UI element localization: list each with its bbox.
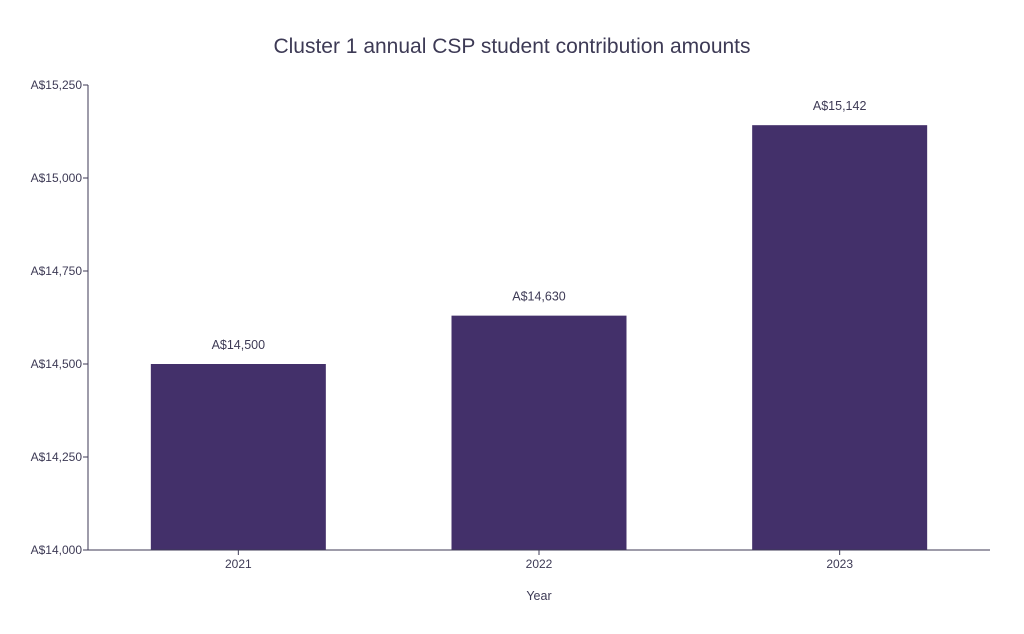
x-axis-ticks: 2021 2022 2023: [225, 550, 853, 571]
bar-data-label: A$14,500: [212, 338, 266, 352]
bar-2023: [752, 125, 928, 551]
bar-2022: [451, 315, 627, 550]
y-tick-label: A$14,000: [31, 543, 83, 557]
chart-title: Cluster 1 annual CSP student contributio…: [273, 35, 750, 58]
x-axis-title: Year: [526, 589, 551, 603]
y-tick-label: A$14,500: [31, 357, 83, 371]
y-tick-label: A$14,250: [31, 450, 83, 464]
bars: [150, 125, 928, 551]
bar-data-label: A$15,142: [813, 99, 867, 113]
y-tick-label: A$15,250: [31, 78, 83, 92]
bar-data-label: A$14,630: [512, 290, 566, 304]
bar-2021: [150, 364, 326, 550]
y-tick-label: A$15,000: [31, 171, 83, 185]
y-axis-ticks: A$14,000 A$14,250 A$14,500 A$14,750 A$15,000…: [31, 78, 88, 557]
y-tick-label: A$14,750: [31, 264, 83, 278]
bar-data-labels: A$14,500 A$14,630 A$15,142: [212, 99, 867, 352]
x-tick-label: 2023: [826, 557, 853, 571]
x-tick-label: 2021: [225, 557, 252, 571]
x-tick-label: 2022: [526, 557, 553, 571]
